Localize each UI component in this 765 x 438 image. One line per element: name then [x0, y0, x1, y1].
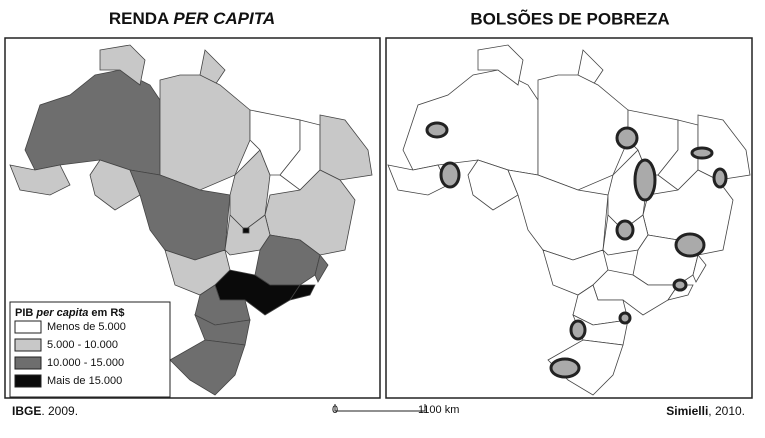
legend-title-part: em R$ — [88, 307, 124, 319]
state — [194, 314, 251, 346]
state — [314, 254, 329, 283]
pocket — [569, 319, 587, 341]
source-part: IBGE — [12, 404, 41, 418]
state — [477, 44, 524, 86]
state — [99, 44, 146, 86]
right-frame — [385, 37, 753, 399]
pocket — [672, 278, 688, 292]
poverty-pockets — [425, 121, 728, 379]
state — [242, 227, 250, 234]
source-part: . 2009. — [41, 404, 78, 418]
state — [387, 164, 449, 196]
legend-label: Menos de 5.000 — [47, 321, 126, 333]
pocket — [618, 311, 632, 325]
pocket — [549, 357, 581, 379]
source-left: IBGE. 2009. — [12, 404, 78, 418]
legend-swatch — [14, 356, 42, 370]
scale-end: 1100 km — [418, 404, 459, 416]
state — [402, 69, 539, 176]
pocket — [633, 158, 657, 202]
state — [319, 114, 373, 181]
legend-swatch — [14, 320, 42, 334]
pocket — [439, 161, 461, 189]
scale-bar — [334, 404, 426, 412]
pocket — [615, 126, 639, 150]
legend-label: 5.000 - 10.000 — [47, 339, 118, 351]
legend-title-part: PIB — [15, 307, 36, 319]
scale-start: 0 — [332, 404, 338, 416]
legend-label: 10.000 - 15.000 — [47, 357, 124, 369]
source-part: Simielli — [666, 404, 708, 418]
left-frame — [4, 37, 381, 399]
right-title: BOLSÕES DE POBREZA — [470, 8, 669, 28]
state — [9, 164, 71, 196]
state — [537, 74, 629, 191]
state — [692, 254, 707, 283]
states — [9, 44, 373, 396]
legend-title-part: per capita — [35, 307, 88, 319]
state — [547, 339, 624, 396]
legend-label: Mais de 15.000 — [47, 375, 122, 387]
legend-title: PIB per capita em R$ — [15, 307, 124, 319]
pocket — [690, 146, 714, 160]
state — [24, 69, 161, 176]
legend-swatch — [14, 338, 42, 352]
pocket — [674, 232, 706, 258]
state — [169, 339, 246, 396]
pocket — [425, 121, 449, 139]
pocket — [615, 219, 635, 241]
state — [667, 284, 694, 301]
legend-swatch — [14, 374, 42, 388]
state — [289, 284, 316, 301]
title-part: PER CAPITA — [173, 9, 275, 28]
pocket — [712, 167, 728, 189]
legend: PIB per capita em R$ Menos de 5.000 5.000… — [9, 301, 171, 398]
source-right: Simielli, 2010. — [666, 404, 745, 418]
source-part: , 2010. — [708, 404, 745, 418]
right-states — [387, 44, 751, 396]
state — [697, 114, 751, 181]
left-title: RENDA PER CAPITA — [109, 9, 275, 28]
state — [159, 74, 251, 191]
title-part: RENDA — [109, 9, 174, 28]
